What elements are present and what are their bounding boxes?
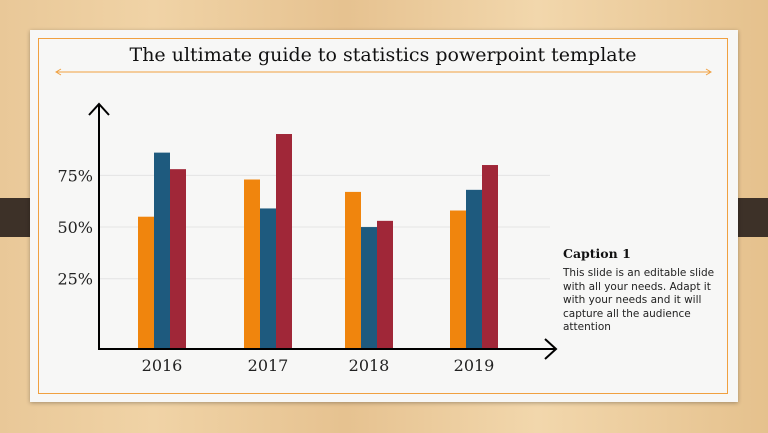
bar-2018-series-2 xyxy=(361,227,377,348)
bar-2018-series-3 xyxy=(377,220,393,348)
bar-2016-series-3 xyxy=(170,169,186,348)
y-tick-label: 50% xyxy=(57,218,93,237)
bar-2019-series-1 xyxy=(450,210,466,348)
bar-2018-series-1 xyxy=(345,191,361,348)
x-tick-label: 2016 xyxy=(142,356,183,375)
title-divider-arrow xyxy=(55,68,712,76)
caption-body: This slide is an editable slide with all… xyxy=(563,267,715,333)
bar-2017-series-2 xyxy=(260,208,276,348)
x-tick-label: 2018 xyxy=(349,356,390,375)
y-tick-label: 25% xyxy=(57,270,93,289)
bar-2016-series-1 xyxy=(138,216,154,348)
y-axis xyxy=(88,102,110,350)
y-tick-label: 75% xyxy=(57,166,93,185)
bar-2016-series-2 xyxy=(154,152,170,348)
x-axis xyxy=(99,338,558,360)
x-tick-label: 2017 xyxy=(248,356,289,375)
caption-title: Caption 1 xyxy=(563,246,631,261)
bar-2019-series-2 xyxy=(466,189,482,348)
slide-frame xyxy=(38,38,728,394)
bar-2019-series-3 xyxy=(482,165,498,348)
bar-2017-series-1 xyxy=(244,179,260,348)
slide-title: The ultimate guide to statistics powerpo… xyxy=(129,44,637,66)
bar-2017-series-3 xyxy=(276,134,292,348)
x-tick-label: 2019 xyxy=(454,356,495,375)
